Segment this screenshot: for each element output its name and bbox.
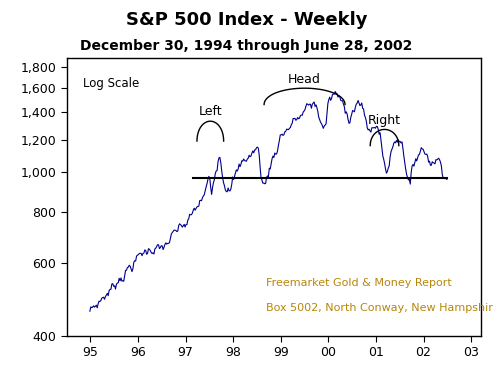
Text: Right: Right <box>368 114 401 127</box>
Text: Log Scale: Log Scale <box>83 78 140 91</box>
Text: December 30, 1994 through June 28, 2002: December 30, 1994 through June 28, 2002 <box>80 39 413 53</box>
Text: S&P 500 Index - Weekly: S&P 500 Index - Weekly <box>126 11 367 29</box>
Text: Left: Left <box>199 105 222 118</box>
Text: Freemarket Gold & Money Report: Freemarket Gold & Money Report <box>267 278 452 288</box>
Text: Head: Head <box>288 73 321 86</box>
Text: Box 5002, North Conway, New Hampshire 03860: Box 5002, North Conway, New Hampshire 03… <box>267 303 493 313</box>
